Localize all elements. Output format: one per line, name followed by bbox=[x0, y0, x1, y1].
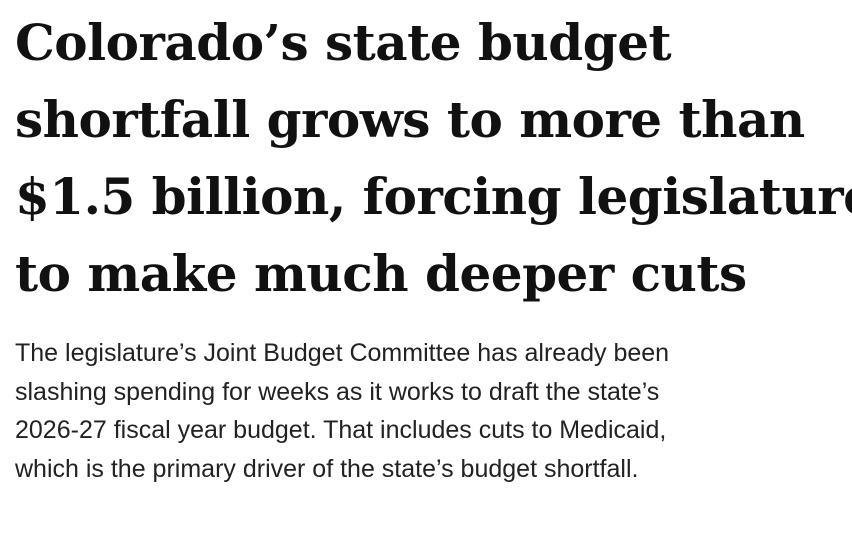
dek-line: slashing spending for weeks as it works … bbox=[15, 377, 660, 406]
dek-line: 2026-27 fiscal year budget. That include… bbox=[15, 416, 667, 444]
headline-line: shortfall grows to more than bbox=[15, 90, 805, 149]
article-headline: Colorado’s state budget shortfall grows … bbox=[15, 4, 852, 312]
headline-line: to make much deeper cuts bbox=[15, 244, 747, 303]
article-header: Colorado’s state budget shortfall grows … bbox=[15, 4, 852, 312]
headline-line: $1.5 billion, forcing legislature bbox=[15, 167, 852, 226]
dek-line: which is the primary driver of the state… bbox=[15, 454, 639, 483]
dek-line: The legislature’s Joint Budget Committee… bbox=[15, 339, 670, 367]
headline-line: Colorado’s state budget bbox=[15, 13, 672, 72]
article-dek: The legislature’s Joint Budget Committee… bbox=[15, 334, 845, 488]
